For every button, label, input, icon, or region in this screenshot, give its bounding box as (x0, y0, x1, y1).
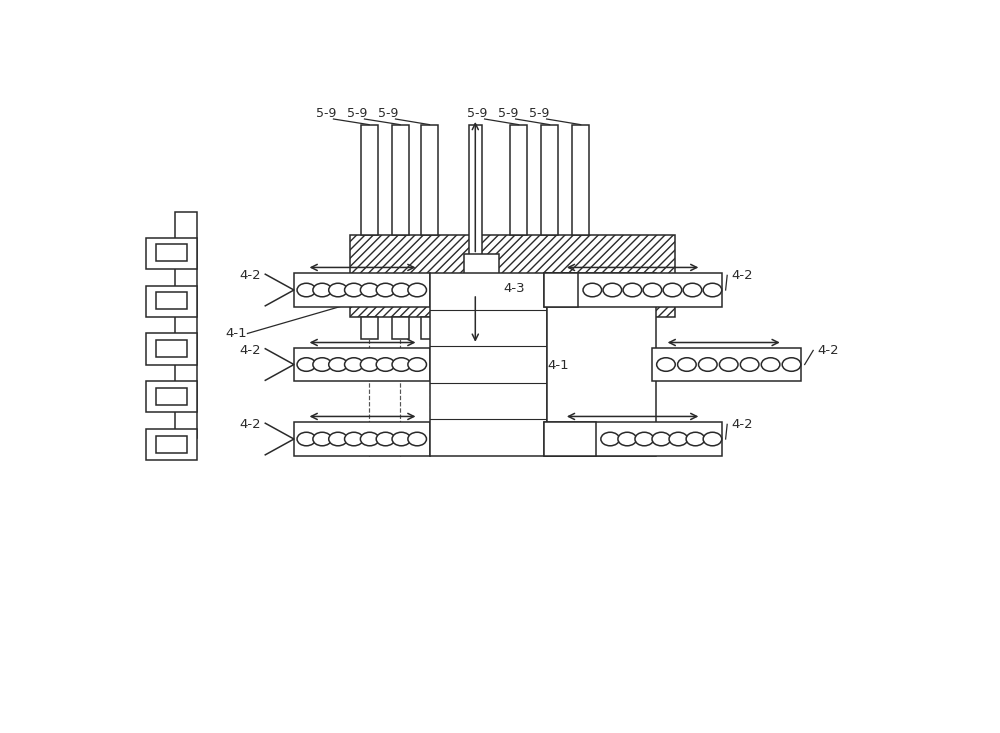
Bar (430, 273, 547, 456)
Circle shape (360, 432, 379, 446)
Text: 4-1: 4-1 (547, 359, 569, 372)
Circle shape (392, 358, 411, 372)
Circle shape (623, 283, 642, 297)
Circle shape (703, 432, 722, 446)
Circle shape (618, 432, 637, 446)
Bar (361, 317, 378, 339)
Text: 4-1: 4-1 (226, 327, 247, 340)
Text: 4-3: 4-3 (503, 281, 525, 295)
Circle shape (408, 432, 426, 446)
Bar (350, 235, 675, 317)
Circle shape (678, 358, 696, 372)
Circle shape (408, 358, 426, 372)
Bar (510, 317, 527, 339)
Circle shape (360, 358, 379, 372)
Circle shape (686, 432, 705, 446)
Circle shape (683, 283, 702, 297)
Bar (361, 125, 378, 235)
Bar (156, 292, 187, 309)
Bar (294, 422, 430, 456)
Circle shape (360, 283, 379, 297)
Circle shape (663, 283, 682, 297)
Bar (392, 317, 409, 339)
Bar (146, 334, 197, 364)
Bar (469, 125, 482, 339)
Bar (572, 125, 589, 235)
Circle shape (297, 432, 316, 446)
Circle shape (782, 358, 801, 372)
Circle shape (657, 358, 675, 372)
Circle shape (345, 358, 363, 372)
Text: 5-9: 5-9 (316, 107, 336, 120)
Bar (544, 273, 722, 307)
Bar (156, 244, 187, 261)
Circle shape (313, 358, 331, 372)
Circle shape (652, 432, 671, 446)
Text: 4-2: 4-2 (817, 344, 839, 357)
Text: 5-9: 5-9 (467, 107, 487, 120)
Text: 5-9: 5-9 (378, 107, 398, 120)
Circle shape (376, 432, 395, 446)
Text: 4-2: 4-2 (239, 344, 261, 357)
Text: 4-2: 4-2 (239, 269, 261, 282)
Circle shape (740, 358, 759, 372)
Circle shape (408, 283, 426, 297)
Bar (146, 237, 197, 268)
Bar (541, 317, 558, 339)
Circle shape (635, 432, 654, 446)
Text: 5-9: 5-9 (347, 107, 367, 120)
Circle shape (669, 432, 688, 446)
Circle shape (329, 283, 347, 297)
Bar (544, 273, 578, 307)
Circle shape (761, 358, 780, 372)
Bar (421, 125, 438, 235)
Bar (652, 347, 801, 381)
Circle shape (603, 283, 622, 297)
Circle shape (297, 283, 316, 297)
Text: 4-2: 4-2 (239, 418, 261, 431)
Bar (146, 381, 197, 413)
Circle shape (699, 358, 717, 372)
Circle shape (583, 283, 602, 297)
Circle shape (719, 358, 738, 372)
Circle shape (392, 283, 411, 297)
Bar (156, 340, 187, 357)
Circle shape (297, 358, 316, 372)
Bar (146, 286, 197, 317)
Text: 4-2: 4-2 (731, 269, 753, 282)
Bar (392, 125, 409, 235)
Circle shape (329, 432, 347, 446)
Circle shape (376, 358, 395, 372)
Circle shape (601, 432, 619, 446)
Bar (547, 273, 656, 456)
Bar (175, 212, 197, 438)
Circle shape (703, 283, 722, 297)
Bar (541, 125, 558, 235)
Bar (294, 347, 430, 381)
Bar (421, 317, 438, 339)
Bar (464, 254, 499, 294)
Circle shape (313, 283, 331, 297)
Bar (544, 422, 596, 456)
Circle shape (392, 432, 411, 446)
Circle shape (643, 283, 662, 297)
Bar (544, 422, 722, 456)
Bar (146, 430, 197, 460)
Text: 5-9: 5-9 (498, 107, 518, 120)
Bar (156, 388, 187, 405)
Circle shape (329, 358, 347, 372)
Circle shape (345, 432, 363, 446)
Text: 5-9: 5-9 (529, 107, 549, 120)
Circle shape (313, 432, 331, 446)
Bar (510, 125, 527, 235)
Bar (294, 273, 430, 307)
Circle shape (376, 283, 395, 297)
Circle shape (345, 283, 363, 297)
Bar (572, 317, 589, 339)
Bar (156, 436, 187, 453)
Text: 4-2: 4-2 (731, 418, 753, 431)
